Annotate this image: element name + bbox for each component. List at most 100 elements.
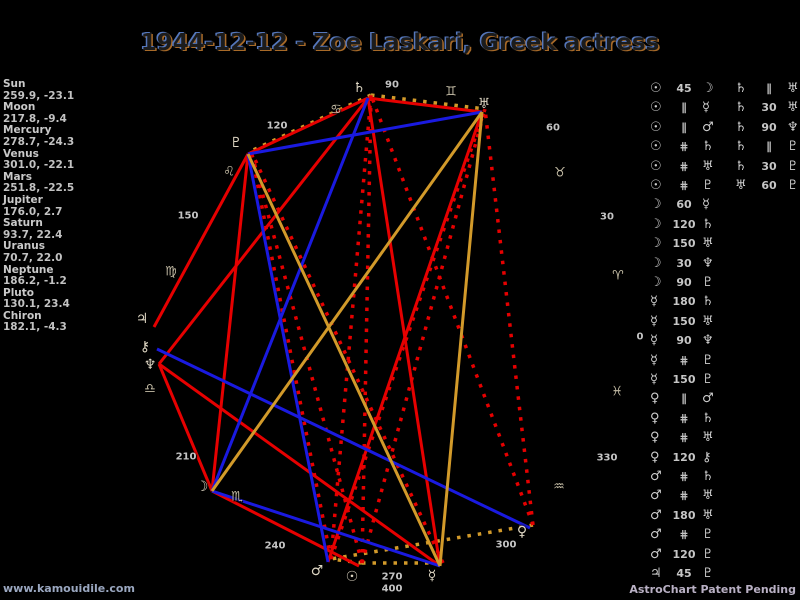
aspect-planet1-glyph: ♅ — [735, 178, 747, 193]
aspect-planet2-glyph: ♄ — [702, 410, 714, 426]
aspect-planet2-glyph: ☿ — [702, 100, 710, 116]
sidebar-planet-value: 217.8, -9.4 — [3, 112, 67, 125]
sidebar-planet-value: 186.2, -1.2 — [3, 275, 67, 288]
aspect-line-mercury-neptune — [158, 362, 441, 568]
aspect-type: 150 — [672, 237, 696, 251]
aspect-planet2-glyph: ♄ — [702, 139, 714, 155]
aspect-planet1-glyph: ♄ — [735, 119, 747, 135]
aspect-planet1-glyph: ♄ — [735, 158, 747, 174]
ecliptic-degree-label: 30 — [600, 211, 614, 223]
aspect-planet2-glyph: ♅ — [702, 488, 714, 504]
aspect-planet1-glyph: ♂ — [650, 488, 662, 504]
planet-glyph-moon: ☽ — [195, 479, 209, 495]
sidebar-planet-value: 301.0, -22.1 — [3, 159, 75, 172]
aspect-line-venus-uranus — [483, 108, 535, 526]
aspect-planet2-glyph: ♇ — [702, 566, 714, 581]
aspect-planet2-glyph: ⚷ — [702, 449, 712, 465]
aspect-type: ⋕ — [679, 140, 689, 154]
aspect-line-saturn-pluto — [247, 96, 369, 156]
aspect-type: 30 — [676, 256, 692, 270]
aspect-type: 90 — [676, 276, 692, 289]
ecliptic-degree-label: 240 — [264, 540, 286, 552]
aspect-planet1-glyph: ☿ — [650, 352, 658, 368]
aspect-line-mercury-uranus — [438, 111, 484, 567]
zodiac-glyph-libra: ♎ — [144, 381, 156, 397]
aspect-planet2-glyph: ♇ — [702, 352, 714, 368]
aspect-type: 180 — [672, 295, 696, 309]
aspect-type: 90 — [761, 120, 777, 134]
aspect-line-jupiter-pluto — [152, 153, 250, 328]
aspect-line-mercury-pluto — [246, 153, 442, 567]
aspect-type: 60 — [761, 179, 777, 192]
aspect-planet2-glyph: ♄ — [702, 294, 714, 310]
sidebar-planet-value: 130.1, 23.4 — [3, 298, 70, 311]
sidebar-planet-name: Mercury — [3, 124, 52, 137]
aspect-type: ⋕ — [679, 179, 689, 192]
planet-glyph-jupiter: ♃ — [135, 311, 149, 327]
aspect-type: ⋕ — [679, 470, 689, 483]
aspect-type: 150 — [672, 373, 696, 386]
planet-glyph-uranus: ♅ — [477, 96, 491, 112]
aspect-planet2-glyph: ♄ — [702, 469, 714, 484]
aspect-line-venus-mars — [330, 523, 534, 561]
aspect-line-mars-pluto — [249, 150, 333, 560]
aspect-planet2-glyph: ♇ — [702, 527, 714, 543]
aspect-type: ⋕ — [679, 159, 689, 173]
zodiac-glyph-pisces: ♓ — [611, 384, 623, 400]
sidebar-planet-value: 251.8, -22.5 — [3, 182, 75, 195]
aspect-planet2-glyph: ♇ — [702, 372, 714, 387]
aspect-line-sun-saturn — [360, 94, 373, 564]
planet-glyph-saturn: ♄ — [352, 80, 366, 96]
aspect-type: ⋕ — [679, 411, 689, 425]
planet-glyph-mercury: ☿ — [427, 568, 437, 584]
ecliptic-degree-label: 270 — [381, 571, 403, 583]
aspect-line-mars-saturn — [329, 94, 373, 560]
ecliptic-degree-label: 300 — [495, 539, 517, 551]
sidebar-planet-value: 182.1, -4.3 — [3, 321, 67, 334]
aspect-planet1-glyph: ♃ — [650, 566, 662, 581]
ecliptic-degree-label: 400 — [381, 583, 403, 595]
ecliptic-degree-label: 90 — [385, 79, 399, 91]
aspect-planet2-glyph: ♅ — [787, 100, 799, 116]
aspect-line-mars-pluto — [246, 153, 330, 563]
aspect-planet2-glyph: ♆ — [702, 255, 714, 271]
planet-positions-sidebar: Sun 259.9, -23.1 Moon 217.8, -9.4 Mercury 278… — [3, 78, 133, 334]
aspect-planet1-glyph: ☿ — [650, 333, 658, 349]
aspect-planet2-glyph: ♅ — [702, 313, 714, 329]
aspect-planet1-glyph: ♄ — [735, 100, 747, 116]
aspect-planet2-glyph: ♂ — [702, 119, 714, 135]
aspect-type: 30 — [761, 159, 777, 173]
aspect-line-uranus-pluto — [247, 110, 483, 156]
ecliptic-degree-label: 330 — [596, 452, 618, 464]
aspect-type: 30 — [761, 101, 777, 115]
aspect-planet1-glyph: ☽ — [650, 216, 662, 232]
ecliptic-degree-label: 0 — [636, 331, 644, 343]
aspect-type: ⋕ — [679, 528, 689, 542]
branding-text: AstroChart Patent Pending — [629, 583, 796, 596]
sidebar-planet-name: Venus — [3, 147, 39, 160]
aspect-type: ∥ — [766, 140, 772, 154]
aspect-line-mercury-saturn — [366, 97, 442, 567]
aspect-type: 150 — [672, 314, 696, 328]
aspect-line-venus-saturn — [369, 94, 535, 526]
sidebar-planet-name: Uranus — [3, 240, 45, 253]
aspect-line-venus-chiron — [156, 347, 531, 530]
aspect-line-moon-uranus — [210, 111, 484, 492]
planet-glyph-chiron: ⚷ — [139, 339, 151, 355]
sidebar-planet-name: Saturn — [3, 217, 43, 230]
zodiac-glyph-cancer: ♋ — [330, 102, 342, 118]
sidebar-planet-value: 259.9, -23.1 — [3, 89, 75, 102]
aspect-planet1-glyph: ☉ — [650, 100, 662, 116]
ecliptic-degree-label: 120 — [266, 120, 288, 132]
zodiac-glyph-taurus: ♉ — [554, 165, 566, 181]
aspect-line-saturn-uranus — [370, 93, 486, 111]
sidebar-planet-value: 70.7, 22.0 — [3, 251, 63, 264]
aspect-type: ∥ — [681, 101, 687, 115]
aspect-planet1-glyph: ☿ — [650, 372, 658, 387]
aspect-planet2-glyph: ♄ — [702, 216, 714, 232]
zodiac-glyph-scorpio: ♏ — [231, 489, 243, 505]
zodiac-glyph-leo: ♌ — [223, 164, 235, 180]
aspect-planet1-glyph: ♄ — [735, 81, 747, 96]
planet-glyph-pluto: ♇ — [229, 135, 243, 151]
zodiac-glyph-aries: ♈ — [612, 268, 624, 284]
